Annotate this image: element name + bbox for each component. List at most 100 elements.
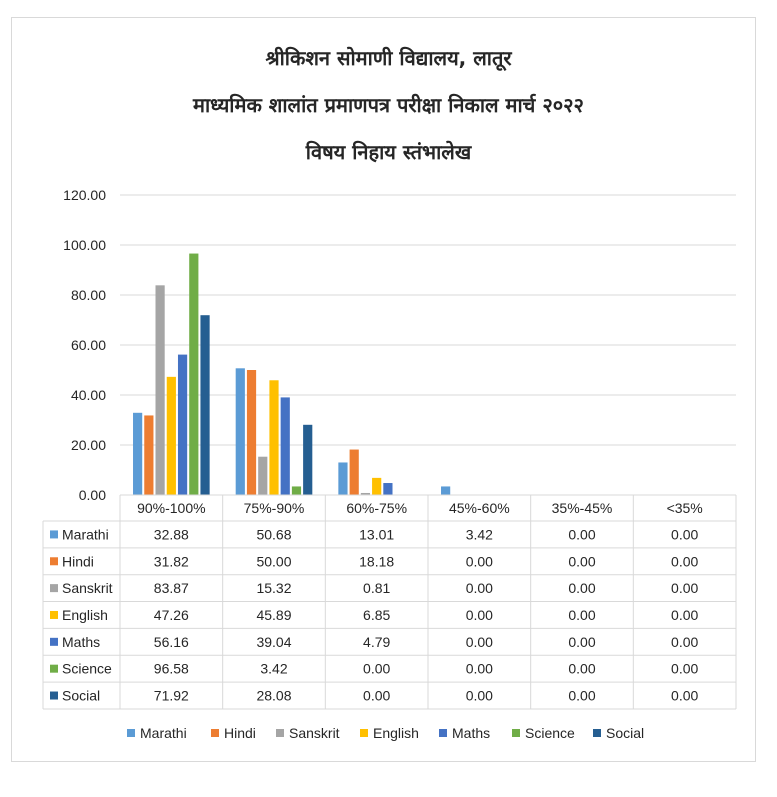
x-tick-label: 35%-45%: [552, 500, 613, 516]
table-cell-value: 0.00: [671, 580, 698, 596]
table-cell-value: 0.00: [671, 661, 698, 677]
table-cell-value: 0.00: [671, 553, 698, 569]
x-tick-label: 45%-60%: [449, 500, 510, 516]
chart-title-subtitle: विषय निहाय स्तंभालेख: [305, 140, 472, 164]
legend-key: [360, 729, 368, 737]
table-series-label: Science: [62, 661, 112, 677]
table-cell-value: 0.00: [568, 607, 595, 623]
bar: [280, 397, 290, 495]
legend-label: English: [373, 725, 419, 741]
legend-key: [439, 729, 447, 737]
bar: [269, 380, 279, 495]
table-cell-value: 13.01: [359, 526, 394, 542]
bar: [177, 354, 188, 495]
table-cell-value: 56.16: [154, 634, 189, 650]
bar: [155, 285, 165, 495]
x-tick-label: 75%-90%: [244, 500, 305, 516]
y-tick-label: 20.00: [71, 437, 106, 453]
table-series-label: Maths: [62, 634, 100, 650]
table-series-label: Sanskrit: [62, 580, 113, 596]
table-cell-value: 28.08: [256, 688, 291, 704]
table-cell-value: 32.88: [154, 526, 189, 542]
y-tick-label: 80.00: [71, 287, 106, 303]
table-cell-value: 0.00: [671, 634, 698, 650]
table-cell-value: 0.00: [466, 553, 493, 569]
y-tick-label: 100.00: [63, 237, 106, 253]
chart-title-school: श्रीकिशन सोमाणी विद्यालय, लातूर: [265, 46, 512, 70]
table-cell-value: 0.81: [363, 580, 390, 596]
y-tick-label: 60.00: [71, 337, 106, 353]
table-cell-value: 0.00: [671, 688, 698, 704]
table-cell-value: 0.00: [671, 526, 698, 542]
legend-key: [512, 729, 520, 737]
chart-title-exam: माध्यमिक शालांत प्रमाणपत्र परीक्षा निकाल…: [193, 93, 584, 117]
legend-label: Sanskrit: [289, 725, 340, 741]
x-tick-label: 60%-75%: [346, 500, 407, 516]
table-legend-key: [50, 664, 58, 673]
table-cell-value: 71.92: [154, 688, 189, 704]
table-series-label: English: [62, 607, 108, 623]
table-legend-key: [50, 530, 58, 539]
legend-label: Maths: [452, 725, 490, 741]
legend-label: Science: [525, 725, 575, 741]
table-legend-key: [50, 637, 58, 646]
table-cell-value: 6.85: [363, 607, 390, 623]
table-legend-key: [50, 691, 58, 700]
table-series-label: Marathi: [62, 526, 109, 542]
table-cell-value: 3.42: [260, 661, 287, 677]
bar: [144, 415, 154, 495]
table-legend-key: [50, 584, 58, 593]
table-cell-value: 0.00: [466, 688, 493, 704]
bar: [189, 253, 199, 495]
table-cell-value: 0.00: [466, 661, 493, 677]
x-tick-label: 90%-100%: [137, 500, 206, 516]
table-series-label: Hindi: [62, 553, 94, 569]
table-cell-value: 4.79: [363, 634, 390, 650]
table-cell-value: 0.00: [568, 580, 595, 596]
x-tick-label: <35%: [667, 500, 703, 516]
bar: [360, 492, 371, 495]
table-cell-value: 83.87: [154, 580, 189, 596]
bar: [235, 368, 245, 495]
y-tick-label: 0.00: [79, 487, 106, 503]
legend-key: [211, 729, 219, 737]
bar: [441, 486, 451, 495]
legend-label: Hindi: [224, 725, 256, 741]
table-cell-value: 31.82: [154, 553, 189, 569]
chart-area: [11, 17, 756, 762]
table-cell-value: 50.00: [256, 553, 291, 569]
table-cell-value: 0.00: [568, 661, 595, 677]
y-tick-label: 40.00: [71, 387, 106, 403]
legend-label: Marathi: [140, 725, 187, 741]
table-cell-value: 0.00: [568, 526, 595, 542]
table-cell-value: 0.00: [363, 688, 390, 704]
legend-key: [127, 729, 135, 737]
table-cell-value: 18.18: [359, 553, 394, 569]
table-cell-value: 45.89: [256, 607, 291, 623]
legend-key: [593, 729, 601, 737]
bar: [291, 486, 302, 495]
bar: [372, 477, 382, 495]
legend-key: [276, 729, 284, 737]
bar: [383, 483, 393, 495]
table-cell-value: 0.00: [466, 607, 493, 623]
table-cell-value: 15.32: [256, 580, 291, 596]
table-cell-value: 0.00: [466, 634, 493, 650]
table-cell-value: 0.00: [671, 607, 698, 623]
table-cell-value: 0.00: [466, 580, 493, 596]
bar: [246, 370, 257, 495]
bar: [200, 315, 210, 495]
bar: [133, 412, 143, 495]
table-legend-key: [50, 610, 58, 619]
y-tick-label: 120.00: [63, 187, 106, 203]
table-cell-value: 0.00: [363, 661, 390, 677]
table-cell-value: 3.42: [466, 526, 493, 542]
table-cell-value: 47.26: [154, 607, 189, 623]
bar: [349, 449, 359, 495]
bar: [338, 462, 348, 495]
table-legend-key: [50, 557, 58, 566]
table-cell-value: 50.68: [256, 526, 291, 542]
table-cell-value: 0.00: [568, 634, 595, 650]
table-cell-value: 0.00: [568, 553, 595, 569]
